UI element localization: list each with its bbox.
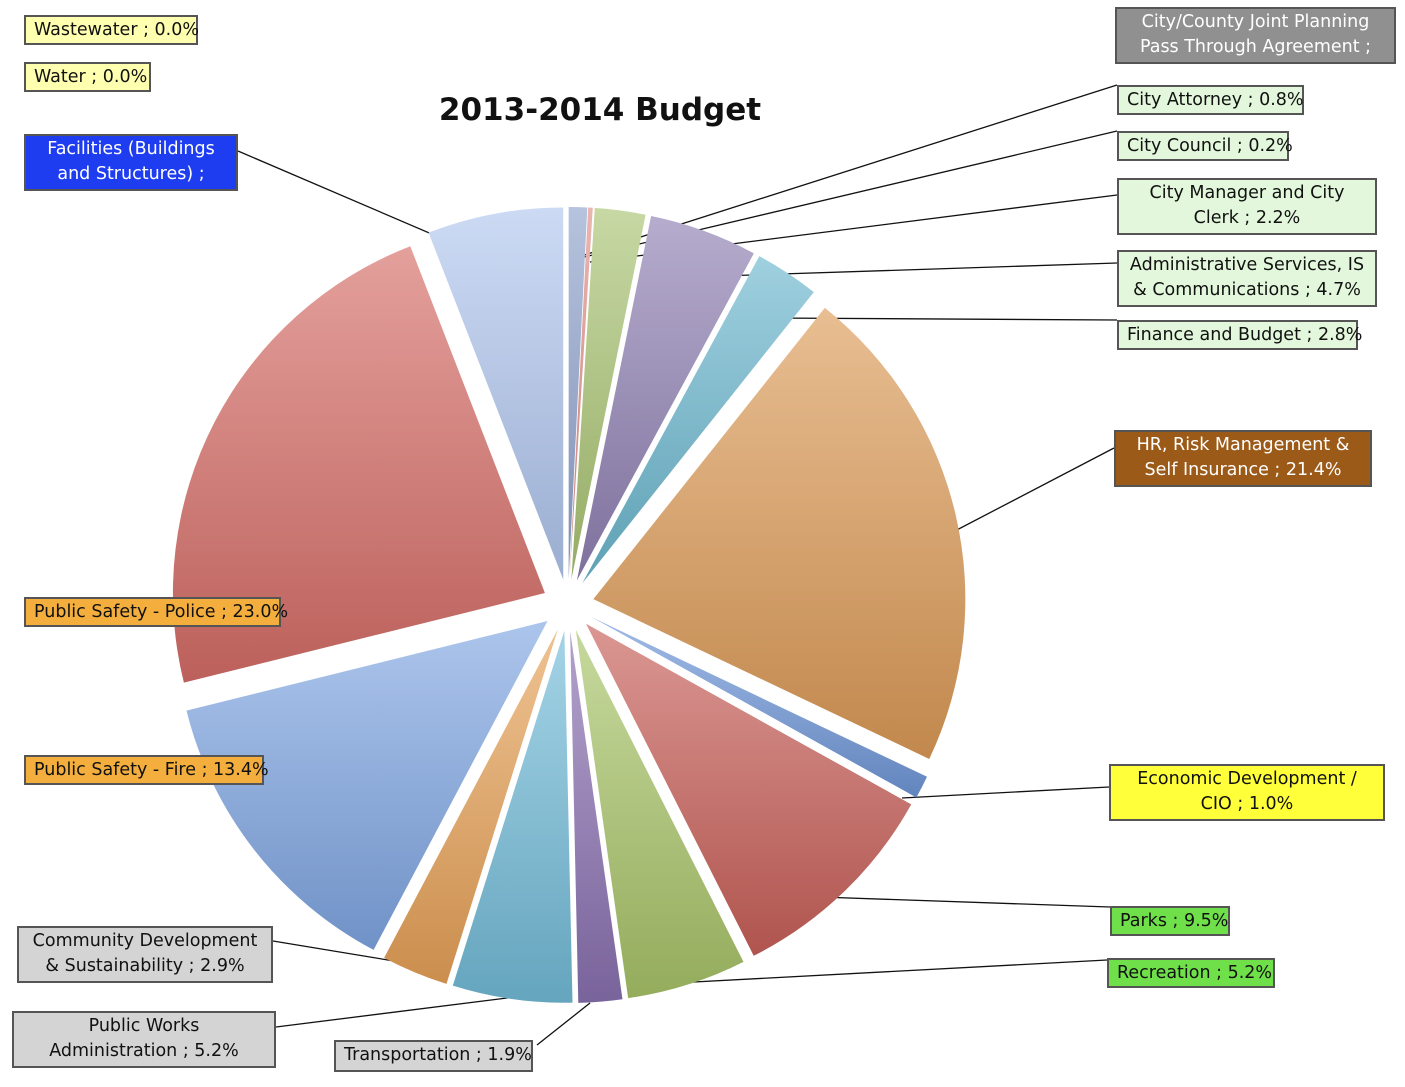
pie-slice-10 (570, 630, 623, 1003)
pie-slice-12 (384, 628, 558, 984)
slice-label-14: Public Safety - Police ; 23.0% (24, 597, 288, 627)
leader-line-6 (927, 447, 1115, 546)
slice-label-10: Transportation ; 1.9% (334, 1040, 533, 1072)
leader-line-8 (819, 896, 1111, 908)
chart-title: 2013-2014 Budget (438, 92, 762, 128)
slice-label-12: Community Development & Sustainability ;… (17, 926, 273, 983)
slice-label-7: Economic Development / CIO ; 1.0% (1109, 764, 1385, 821)
pie-slice-15 (428, 207, 564, 580)
slice-label-8: Parks ; 9.5% (1110, 906, 1230, 936)
slice-label-13: Public Safety - Fire ; 13.4% (24, 755, 269, 785)
slice-label-6: HR, Risk Management & Self Insurance ; 2… (1114, 430, 1372, 487)
slice-label-4: Administrative Services, IS & Communicat… (1117, 250, 1377, 307)
leader-line-7 (901, 786, 1110, 799)
pie-slice-4 (576, 216, 754, 581)
pie-slice-3 (571, 207, 646, 580)
pie-slice-5 (582, 256, 814, 584)
slice-label-11: Public Works Administration ; 5.2% (12, 1011, 276, 1068)
leader-line-12 (272, 940, 401, 963)
leader-line-10 (536, 1002, 591, 1046)
leader-line-9 (674, 959, 1108, 984)
slice-label-16: Water ; 0.0% (24, 62, 151, 92)
pie-slice-9 (575, 629, 744, 999)
pie-slices (172, 207, 966, 1003)
slice-label-3: City Manager and City Clerk ; 2.2% (1117, 178, 1377, 235)
pie-slice-8 (586, 623, 912, 956)
slice-label-2: City Council ; 0.2% (1117, 131, 1293, 161)
slice-label-1: City Attorney ; 0.8% (1117, 85, 1304, 115)
pie-slice-13 (186, 621, 548, 950)
pie-slice-6 (593, 307, 966, 759)
pie-slice-14 (172, 246, 545, 683)
slice-label-17: Wastewater ; 0.0% (24, 15, 199, 45)
pie-slice-11 (452, 630, 573, 1003)
pie-slice-7 (591, 616, 928, 798)
slice-label-15: Facilities (Buildings and Structures) ; … (24, 134, 238, 209)
leader-line-11 (275, 996, 516, 1028)
slice-label-0: City/County Joint Planning Pass Through … (1115, 7, 1396, 82)
slice-label-9: Recreation ; 5.2% (1107, 958, 1275, 988)
slice-label-5: Finance and Budget ; 2.8% (1117, 320, 1362, 350)
pie-slice-1 (568, 207, 588, 580)
pie-slice-2 (569, 207, 593, 580)
